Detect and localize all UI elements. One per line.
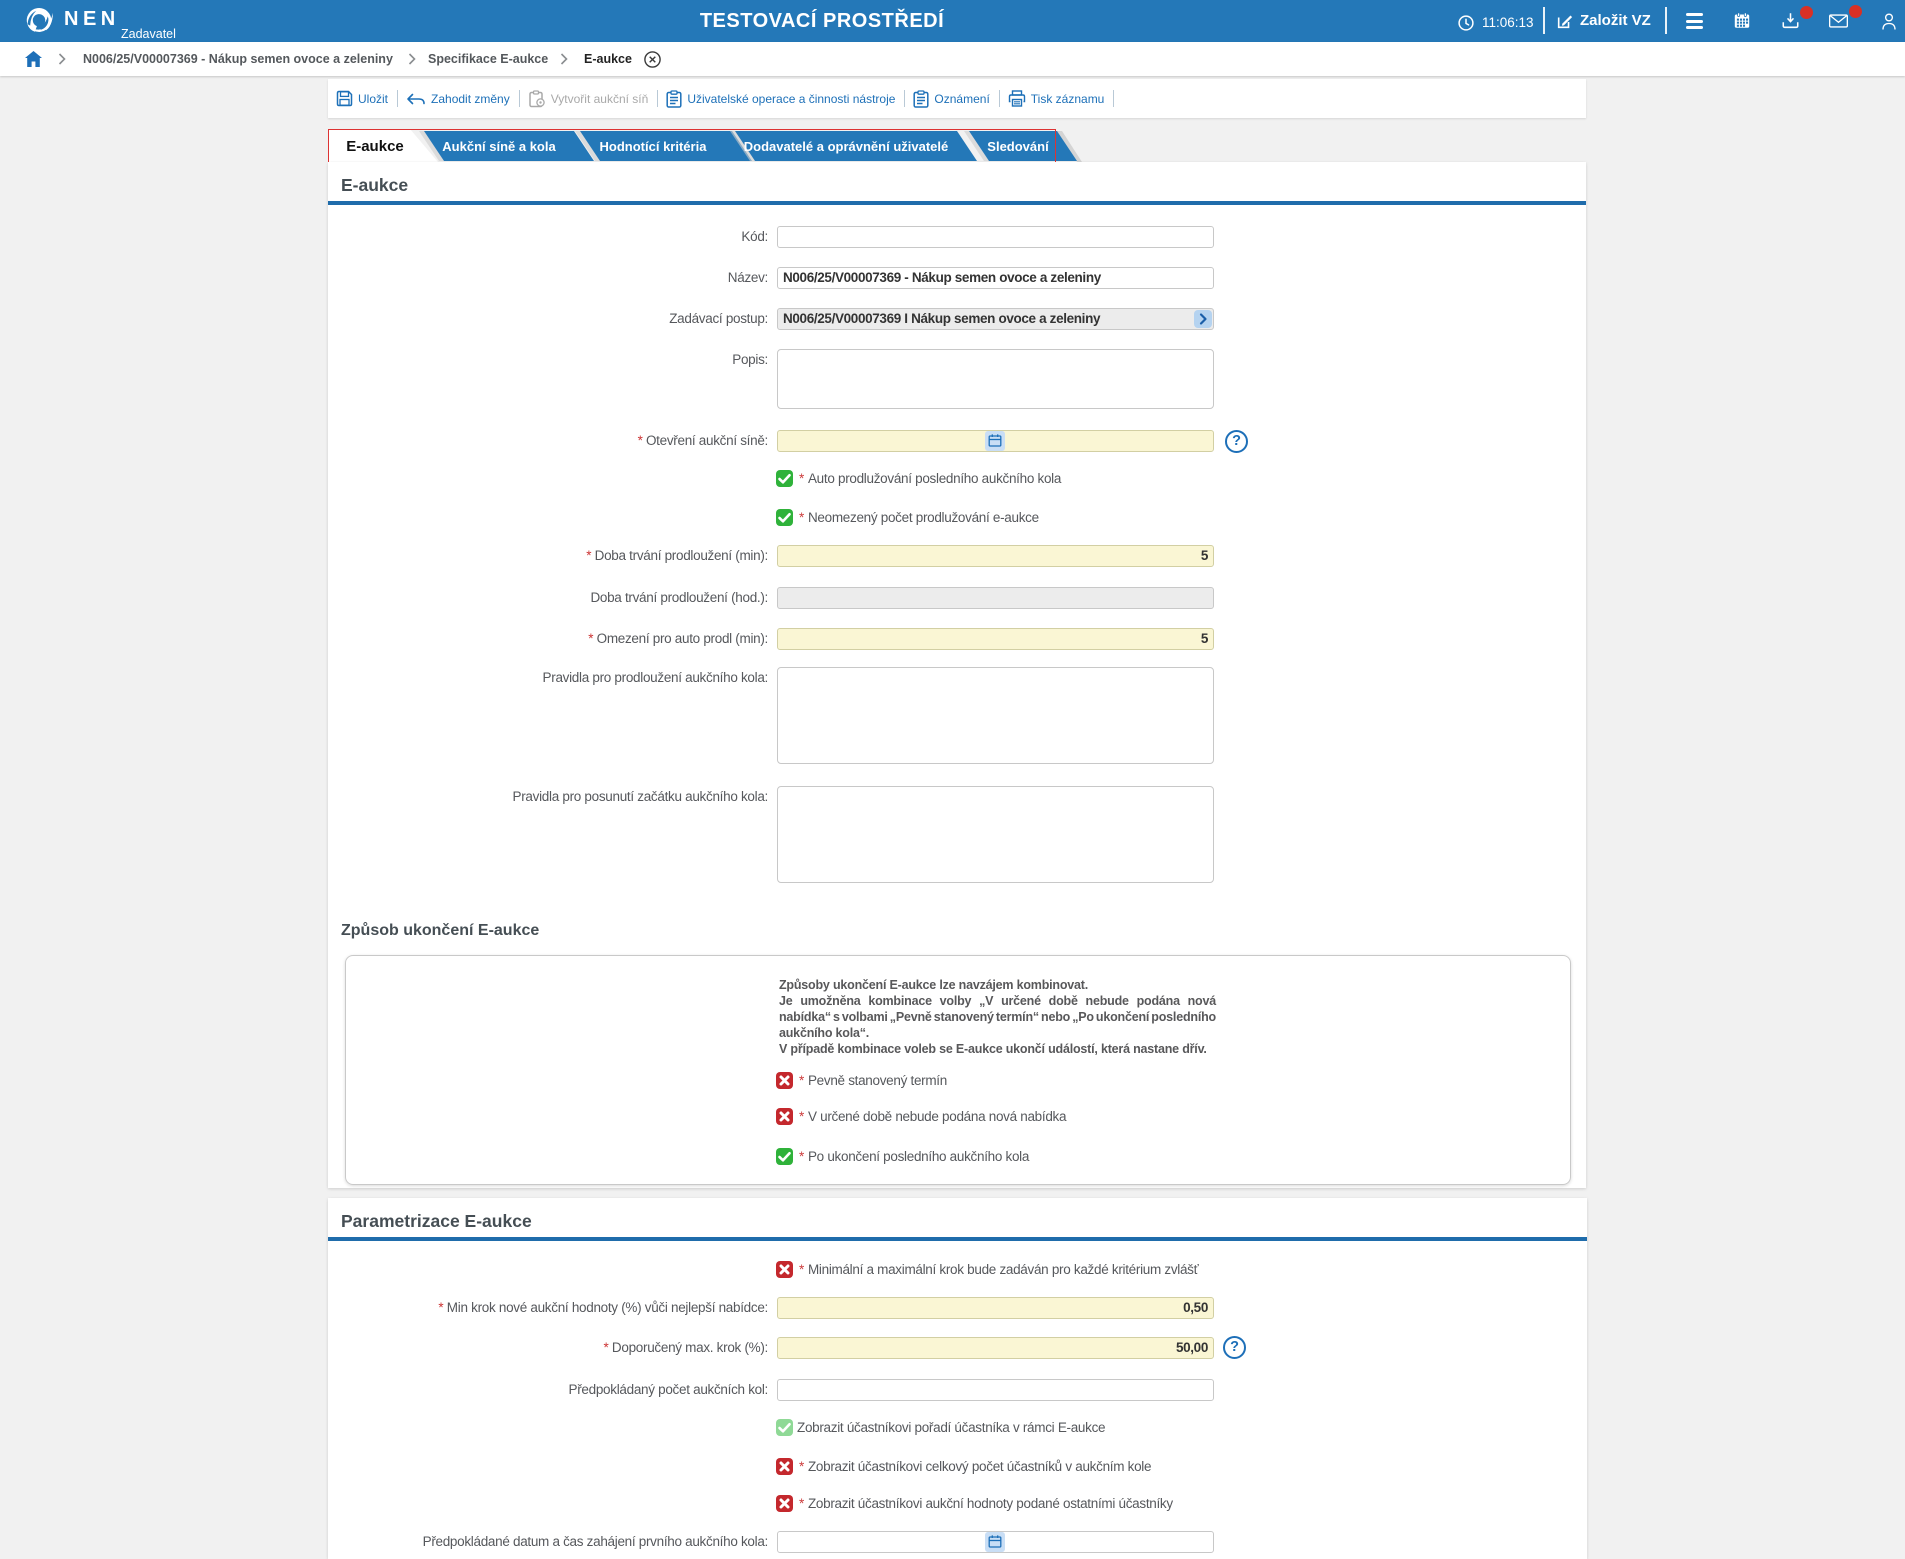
svg-text:E-aukce: E-aukce	[346, 138, 404, 155]
svg-text:Hodnotící kritéria: Hodnotící kritéria	[600, 139, 708, 154]
svg-text:Dodavatelé a oprávnění uživate: Dodavatelé a oprávnění uživatelé	[744, 139, 948, 154]
svg-text:Sledování: Sledování	[987, 139, 1049, 154]
svg-text:Aukční síně a kola: Aukční síně a kola	[442, 139, 556, 154]
